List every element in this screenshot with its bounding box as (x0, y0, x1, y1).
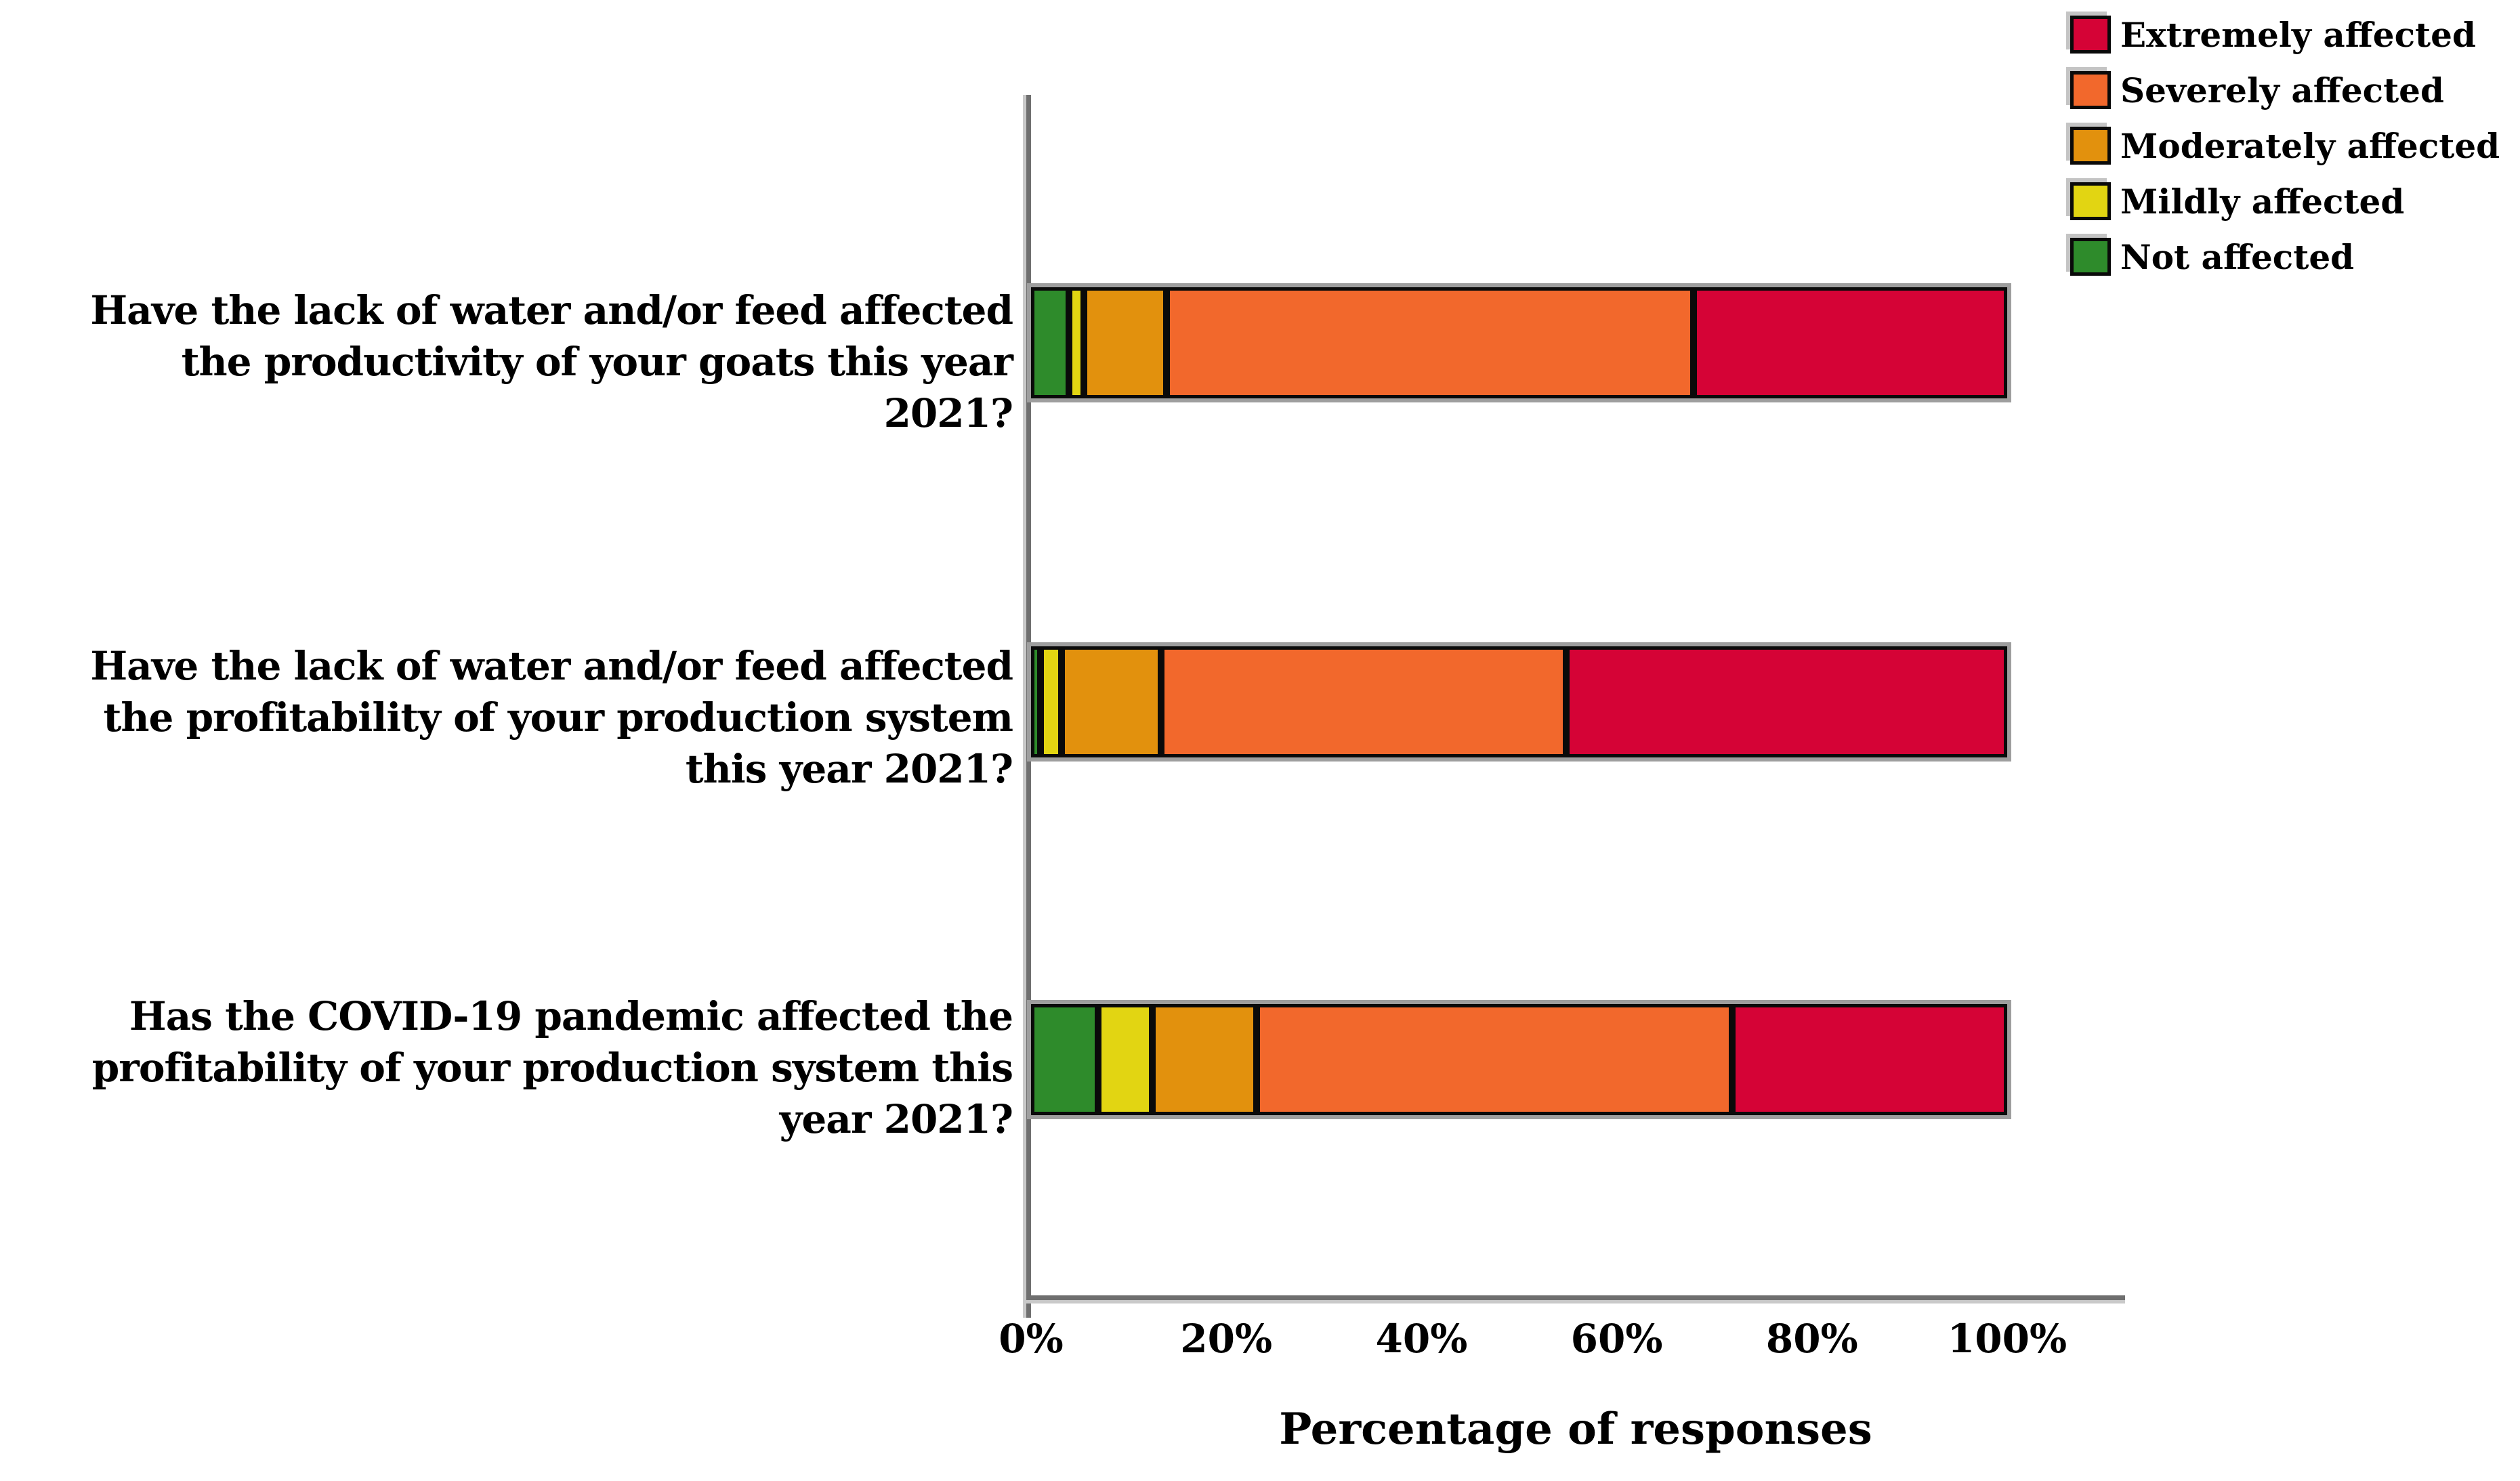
bar-segment-moderately-affected (1061, 646, 1161, 757)
bar-segment-not-affected (1031, 1004, 1099, 1115)
category-label-line: year 2021? (779, 1096, 1013, 1142)
bar-segment-severely-affected (1256, 1004, 1732, 1115)
legend: Extremely affected Severely affected Moder… (2070, 15, 2500, 293)
y-axis-line (1026, 95, 1031, 1318)
bar-segment-moderately-affected (1083, 287, 1167, 398)
x-axis-title: Percentage of responses (1279, 1404, 1872, 1455)
category-label-line: this year 2021? (685, 746, 1013, 792)
legend-label: Mildly affected (2120, 181, 2405, 222)
bar-segment-mildly-affected (1041, 646, 1062, 757)
category-label-line: the profitability of your production sys… (103, 694, 1013, 740)
bar-segment-extremely-affected (1731, 1004, 2007, 1115)
legend-label: Not affected (2120, 236, 2355, 277)
legend-swatch-not-affected (2070, 238, 2111, 276)
category-label-line: 2021? (883, 390, 1013, 436)
legend-item-extremely-affected: Extremely affected (2070, 14, 2500, 55)
legend-label: Moderately affected (2120, 125, 2500, 166)
bar-segment-not-affected (1031, 646, 1041, 757)
bar-segment-mildly-affected (1069, 287, 1084, 398)
stacked-bar-1 (1027, 283, 2011, 402)
legend-label: Extremely affected (2120, 14, 2476, 55)
category-label-2: Have the lack of water and/or feed affec… (0, 640, 1013, 795)
bar-segment-severely-affected (1167, 287, 1694, 398)
legend-item-not-affected: Not affected (2070, 236, 2500, 277)
category-label-1: Have the lack of water and/or feed affec… (0, 285, 1013, 439)
category-label-line: profitability of your production system … (91, 1045, 1013, 1091)
legend-item-moderately-affected: Moderately affected (2070, 125, 2500, 166)
bar-segment-moderately-affected (1152, 1004, 1257, 1115)
x-tick-label-0: 0% (999, 1316, 1064, 1362)
x-tick-label-80: 80% (1765, 1316, 1858, 1362)
legend-swatch-mildly-affected (2070, 182, 2111, 220)
category-label-line: the productivity of your goats this year (181, 339, 1013, 385)
category-label-line: Have the lack of water and/or feed affec… (90, 643, 1013, 689)
bar-segment-not-affected (1031, 287, 1070, 398)
x-tick-label-100: 100% (1947, 1316, 2067, 1362)
category-label-3: Has the COVID-19 pandemic affected the pr… (0, 990, 1013, 1145)
x-tick-label-40: 40% (1375, 1316, 1468, 1362)
x-axis-line (1026, 1295, 2125, 1300)
category-label-line: Have the lack of water and/or feed affec… (90, 287, 1013, 333)
legend-item-severely-affected: Severely affected (2070, 70, 2500, 110)
legend-swatch-moderately-affected (2070, 127, 2111, 165)
x-tick-label-20: 20% (1180, 1316, 1273, 1362)
legend-swatch-severely-affected (2070, 71, 2111, 109)
stacked-bar-2 (1027, 642, 2011, 762)
legend-swatch-extremely-affected (2070, 16, 2111, 54)
stacked-bar-3 (1027, 1000, 2011, 1119)
bar-segment-mildly-affected (1098, 1004, 1152, 1115)
legend-item-mildly-affected: Mildly affected (2070, 181, 2500, 222)
bar-segment-extremely-affected (1566, 646, 2007, 757)
category-label-line: Has the COVID-19 pandemic affected the (129, 993, 1013, 1039)
x-tick-label-60: 60% (1570, 1316, 1663, 1362)
bar-segment-extremely-affected (1694, 287, 2007, 398)
legend-label: Severely affected (2120, 70, 2444, 110)
bar-segment-severely-affected (1160, 646, 1566, 757)
